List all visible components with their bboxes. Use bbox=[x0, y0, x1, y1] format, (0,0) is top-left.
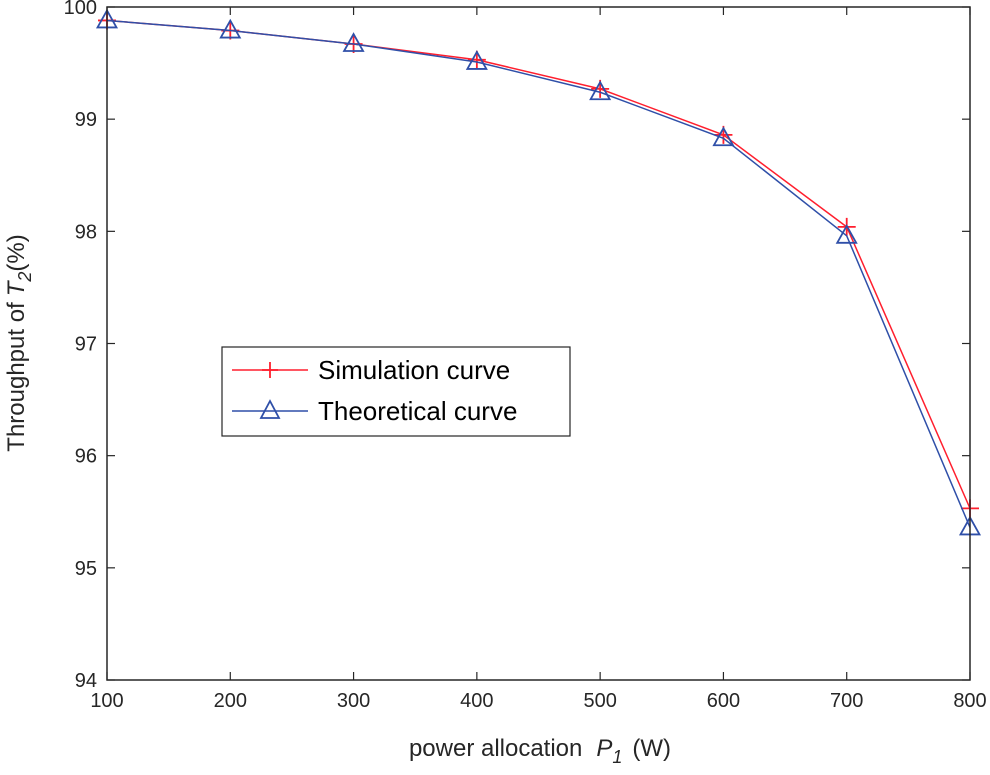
data-point-triangle bbox=[219, 18, 242, 39]
data-point-triangle bbox=[835, 223, 858, 244]
y-tick-label: 97 bbox=[75, 334, 97, 356]
x-axis-label: power allocation P1 (W) bbox=[409, 735, 671, 767]
y-tick-label: 94 bbox=[75, 670, 97, 692]
x-tick-label: 600 bbox=[707, 690, 740, 712]
y-tick-label: 99 bbox=[75, 109, 97, 131]
x-tick-label: 300 bbox=[337, 690, 370, 712]
legend-plus-marker-icon bbox=[262, 362, 278, 378]
legend-label-simulation: Simulation curve bbox=[318, 355, 510, 385]
x-tick-label: 400 bbox=[460, 690, 493, 712]
series-line-theoretical bbox=[106, 19, 971, 528]
y-tick-label: 95 bbox=[75, 558, 97, 580]
x-tick-label: 100 bbox=[90, 690, 123, 712]
x-tick-label: 700 bbox=[830, 690, 863, 712]
legend-triangle-marker-icon bbox=[259, 399, 281, 419]
data-point-triangle bbox=[712, 126, 735, 147]
data-point-triangle bbox=[342, 32, 365, 52]
y-axis-label: Throughput ofT2(%) bbox=[3, 234, 35, 451]
legend-box bbox=[221, 346, 571, 437]
y-tick-label: 98 bbox=[75, 221, 97, 243]
x-tick-label: 200 bbox=[214, 690, 247, 712]
x-tick-label: 500 bbox=[583, 690, 616, 712]
plot-frame bbox=[106, 6, 971, 681]
legend: Simulation curve Theoretical curve bbox=[221, 346, 571, 437]
y-tick-label: 100 bbox=[64, 0, 97, 19]
legend-label-theoretical: Theoretical curve bbox=[318, 396, 517, 426]
y-tick-label: 96 bbox=[75, 446, 97, 468]
data-point-triangle bbox=[465, 50, 488, 70]
x-tick-label: 800 bbox=[953, 690, 986, 712]
data-point-triangle bbox=[589, 80, 612, 101]
